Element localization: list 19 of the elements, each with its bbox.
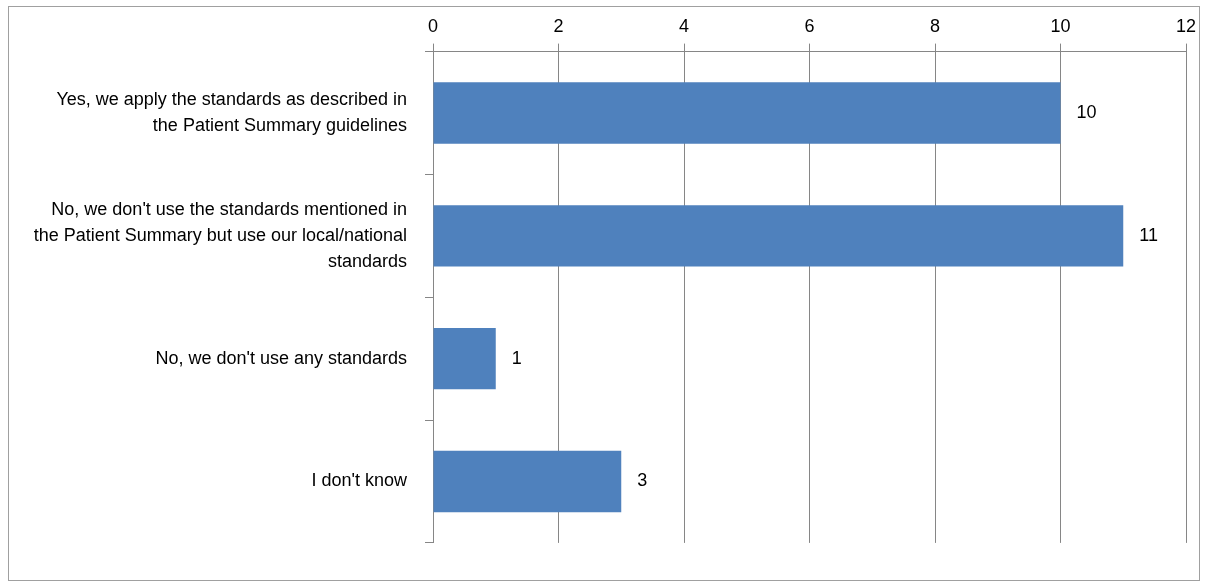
data-label: 10	[1076, 101, 1097, 122]
y-tick-label: Yes, we apply the standards as described in the Patient Summary guidelines	[56, 88, 407, 136]
bar	[433, 450, 622, 513]
data-label: 3	[637, 470, 648, 491]
y-tick-label: No, we don't use any standards	[155, 347, 407, 368]
x-tick-label: 2	[553, 15, 564, 36]
bar	[433, 327, 496, 390]
x-tick-label: 10	[1050, 15, 1071, 36]
x-tick-label: 4	[678, 15, 690, 36]
data-label: 11	[1139, 224, 1158, 245]
x-tick-label: 0	[427, 15, 439, 36]
data-label: 1	[511, 347, 522, 368]
y-tick-label: I don't know	[311, 470, 408, 491]
y-tick-label: No, we don't use the standards mentioned in the Patient Summary but use our local/national standards	[33, 198, 407, 271]
bar	[433, 205, 1124, 267]
x-tick-label: 8	[929, 15, 941, 36]
x-tick-label: 6	[804, 15, 815, 36]
x-tick-label: 12	[1175, 15, 1197, 36]
bar	[433, 82, 1061, 144]
